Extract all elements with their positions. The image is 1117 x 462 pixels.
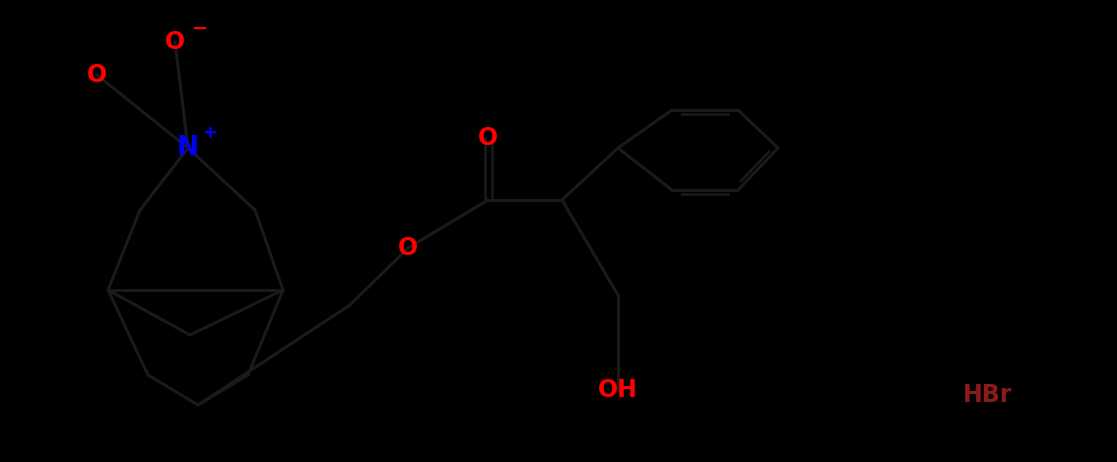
Text: OH: OH xyxy=(598,378,638,402)
Text: O: O xyxy=(165,30,185,54)
Text: O: O xyxy=(478,126,498,150)
Text: O: O xyxy=(87,63,107,87)
Text: −: − xyxy=(192,18,208,37)
Text: HBr: HBr xyxy=(963,383,1013,407)
Text: N: N xyxy=(176,135,199,161)
Text: O: O xyxy=(398,236,418,260)
Text: +: + xyxy=(202,124,218,142)
